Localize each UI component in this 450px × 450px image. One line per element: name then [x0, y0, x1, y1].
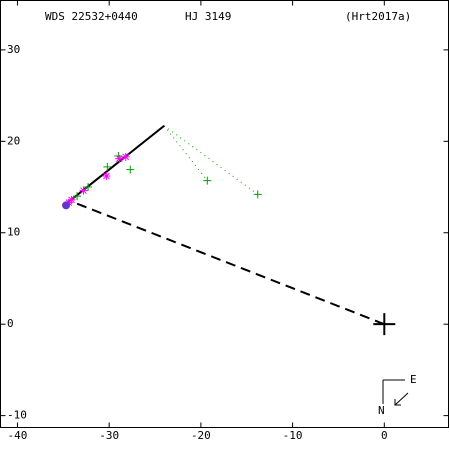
star-stroke — [102, 172, 111, 181]
x-tick-label: -30 — [99, 429, 119, 442]
observation — [115, 154, 124, 163]
star-stroke — [79, 186, 88, 195]
chart-subtitle: HJ 3149 — [185, 10, 231, 23]
observation — [62, 201, 71, 210]
motion-arrow — [394, 392, 409, 406]
y-tick-label: 20 — [7, 134, 20, 147]
y-tick-label: 30 — [7, 43, 20, 56]
y-tick-label: 0 — [7, 317, 14, 330]
observation — [126, 165, 135, 174]
plus-stroke — [103, 162, 112, 171]
observation — [79, 186, 88, 195]
x-tick-label: 0 — [381, 429, 388, 442]
x-tick-label: -10 — [283, 429, 303, 442]
compass — [382, 379, 409, 406]
observation — [253, 190, 262, 199]
y-tick-label: -10 — [7, 409, 27, 422]
star-stroke — [121, 152, 130, 161]
plus-stroke — [126, 165, 135, 174]
compass-north-label: N — [378, 404, 385, 417]
chart-title: WDS 22532+0440 — [45, 10, 138, 23]
x-tick-label: -40 — [8, 429, 28, 442]
observation — [203, 176, 212, 185]
observation — [84, 183, 93, 192]
plus-stroke — [203, 176, 212, 185]
observation — [73, 192, 82, 201]
plus-stroke — [73, 192, 82, 201]
x-tick-label: -20 — [191, 429, 211, 442]
residual-line — [163, 125, 259, 195]
circle-fill — [62, 201, 71, 210]
reference: (Hrt2017a) — [345, 10, 411, 23]
observation — [102, 172, 111, 181]
observation — [121, 152, 130, 161]
plot-frame — [0, 0, 449, 428]
observation — [103, 162, 112, 171]
star-stroke — [115, 154, 124, 163]
compass-east-label: E — [410, 373, 417, 386]
plus-stroke — [253, 190, 262, 199]
plus-stroke — [84, 183, 93, 192]
y-tick-label: 10 — [7, 226, 20, 239]
primary-star — [373, 313, 396, 336]
motion-arrow-head — [394, 399, 401, 406]
node-line — [73, 201, 385, 326]
orbit-line — [63, 124, 165, 207]
